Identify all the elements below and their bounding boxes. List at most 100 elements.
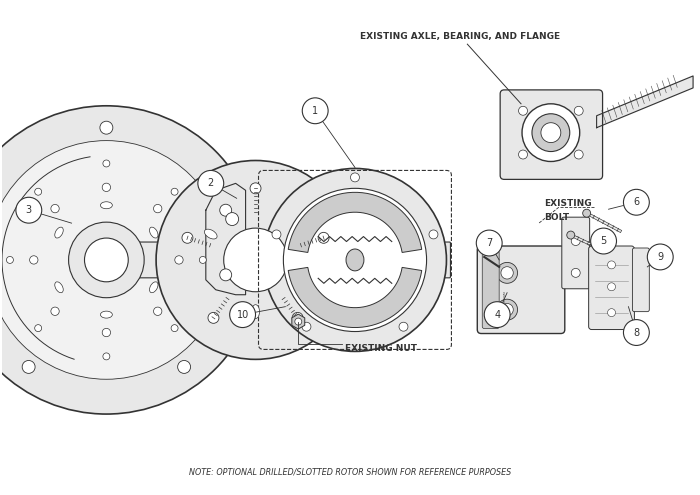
Circle shape: [571, 237, 580, 246]
Circle shape: [178, 360, 190, 373]
Circle shape: [51, 307, 60, 315]
Ellipse shape: [150, 227, 158, 238]
Circle shape: [263, 168, 447, 351]
Circle shape: [351, 173, 359, 182]
Circle shape: [16, 198, 42, 223]
Circle shape: [182, 232, 193, 243]
Circle shape: [230, 301, 256, 328]
Circle shape: [574, 106, 583, 115]
Polygon shape: [596, 76, 693, 128]
Text: 8: 8: [634, 328, 639, 338]
Circle shape: [484, 301, 510, 328]
Circle shape: [519, 106, 528, 115]
Circle shape: [476, 230, 502, 256]
Circle shape: [153, 307, 162, 315]
Circle shape: [532, 114, 570, 151]
Text: 2: 2: [208, 178, 214, 189]
Circle shape: [519, 150, 528, 159]
Text: 3: 3: [26, 205, 32, 215]
Circle shape: [225, 212, 239, 226]
FancyBboxPatch shape: [477, 246, 565, 334]
Circle shape: [648, 244, 673, 270]
Circle shape: [6, 256, 13, 263]
Ellipse shape: [100, 202, 112, 209]
Circle shape: [171, 188, 178, 195]
Circle shape: [69, 222, 144, 297]
Circle shape: [224, 228, 288, 292]
Circle shape: [102, 328, 111, 337]
FancyBboxPatch shape: [632, 248, 650, 312]
Circle shape: [35, 325, 42, 332]
FancyBboxPatch shape: [500, 90, 603, 179]
Circle shape: [103, 160, 110, 167]
Circle shape: [100, 121, 113, 134]
Circle shape: [35, 188, 42, 195]
Circle shape: [501, 303, 513, 316]
Ellipse shape: [251, 305, 260, 319]
Circle shape: [608, 283, 615, 291]
Ellipse shape: [55, 227, 63, 238]
Text: 10: 10: [237, 309, 248, 320]
FancyBboxPatch shape: [482, 251, 499, 329]
Circle shape: [624, 189, 650, 215]
Ellipse shape: [294, 229, 307, 239]
Text: BOLT: BOLT: [544, 213, 569, 222]
Circle shape: [541, 123, 561, 143]
Circle shape: [153, 204, 162, 213]
Text: 4: 4: [494, 309, 500, 320]
Circle shape: [284, 188, 426, 332]
Circle shape: [624, 320, 650, 346]
Circle shape: [501, 267, 513, 279]
Circle shape: [199, 256, 206, 263]
Circle shape: [220, 269, 232, 281]
Ellipse shape: [346, 249, 364, 271]
Text: 6: 6: [634, 197, 639, 207]
Text: NOTE: OPTIONAL DRILLED/SLOTTED ROTOR SHOWN FOR REFERENCE PURPOSES: NOTE: OPTIONAL DRILLED/SLOTTED ROTOR SHO…: [189, 467, 511, 476]
Circle shape: [85, 238, 128, 282]
Circle shape: [102, 183, 111, 192]
Circle shape: [0, 141, 225, 379]
Polygon shape: [292, 314, 304, 329]
Circle shape: [103, 353, 110, 360]
Circle shape: [574, 150, 583, 159]
Circle shape: [208, 312, 219, 323]
Circle shape: [608, 309, 615, 317]
Circle shape: [302, 322, 311, 331]
Polygon shape: [288, 267, 422, 328]
Circle shape: [522, 104, 580, 161]
Text: 1: 1: [312, 106, 318, 116]
Text: EXISTING: EXISTING: [544, 199, 592, 208]
Circle shape: [220, 204, 232, 216]
Text: EXISTING AXLE, BEARING, AND FLANGE: EXISTING AXLE, BEARING, AND FLANGE: [360, 32, 560, 41]
Text: EXISTING NUT: EXISTING NUT: [345, 344, 417, 353]
Circle shape: [22, 360, 35, 373]
Ellipse shape: [100, 311, 112, 318]
Circle shape: [171, 325, 178, 332]
Circle shape: [497, 262, 517, 283]
Text: 9: 9: [657, 252, 664, 262]
Circle shape: [429, 230, 438, 239]
Circle shape: [497, 299, 517, 320]
Circle shape: [29, 256, 38, 264]
Circle shape: [156, 160, 355, 359]
Circle shape: [567, 231, 575, 239]
Circle shape: [571, 268, 580, 277]
Text: 7: 7: [486, 238, 492, 248]
Circle shape: [292, 312, 303, 323]
Ellipse shape: [150, 282, 158, 293]
Circle shape: [51, 204, 60, 213]
Circle shape: [582, 209, 591, 217]
Ellipse shape: [204, 229, 217, 239]
Polygon shape: [288, 193, 422, 252]
Circle shape: [272, 230, 281, 239]
Circle shape: [0, 106, 260, 414]
Circle shape: [295, 318, 302, 325]
Ellipse shape: [55, 282, 63, 293]
Text: wilwood: wilwood: [500, 291, 504, 308]
Circle shape: [302, 98, 328, 124]
Circle shape: [175, 256, 183, 264]
Circle shape: [608, 261, 615, 269]
Polygon shape: [206, 183, 246, 295]
Circle shape: [399, 322, 408, 331]
Text: 5: 5: [601, 236, 607, 246]
